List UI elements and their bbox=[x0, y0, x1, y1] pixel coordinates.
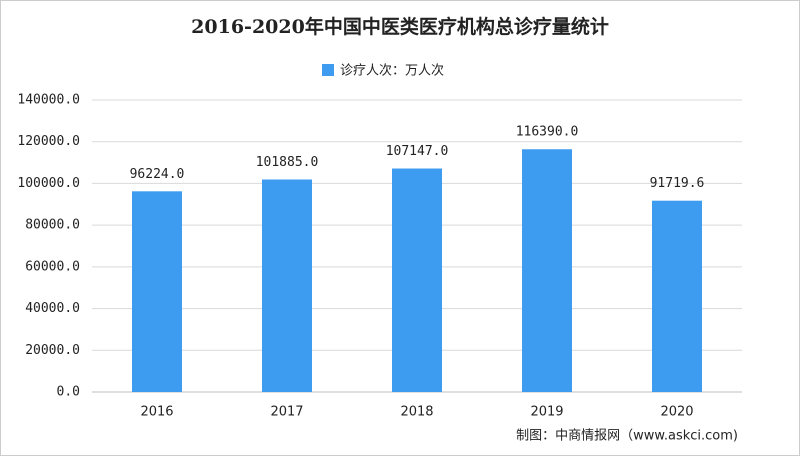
y-tick-label: 60000.0 bbox=[25, 259, 80, 274]
value-label: 107147.0 bbox=[386, 144, 449, 159]
x-tick-label: 2018 bbox=[400, 405, 433, 420]
bar bbox=[262, 179, 312, 392]
bar bbox=[392, 168, 442, 392]
value-label: 116390.0 bbox=[516, 125, 579, 140]
y-tick-label: 100000.0 bbox=[17, 176, 80, 191]
bar bbox=[652, 200, 702, 392]
value-label: 101885.0 bbox=[256, 155, 319, 170]
source: 制图：中商情报网（www.askci.com) bbox=[516, 429, 738, 444]
x-tick-label: 2017 bbox=[270, 405, 303, 420]
legend-label: 诊疗人次：万人次 bbox=[340, 63, 444, 79]
chart-title: 2016-2020年中国中医类医疗机构总诊疗量统计 bbox=[191, 15, 609, 38]
value-label: 91719.6 bbox=[650, 176, 705, 191]
y-tick-label: 0.0 bbox=[57, 385, 80, 400]
y-tick-label: 120000.0 bbox=[17, 134, 80, 149]
y-tick-label: 20000.0 bbox=[25, 343, 80, 358]
bar bbox=[132, 191, 182, 392]
x-tick-label: 2019 bbox=[530, 405, 563, 420]
y-tick-label: 140000.0 bbox=[17, 93, 80, 108]
legend-swatch bbox=[322, 64, 334, 76]
y-tick-label: 80000.0 bbox=[25, 218, 80, 233]
value-label: 96224.0 bbox=[130, 167, 185, 182]
x-tick-label: 2020 bbox=[660, 405, 693, 420]
bar bbox=[522, 149, 572, 392]
y-tick-label: 40000.0 bbox=[25, 301, 80, 316]
x-tick-label: 2016 bbox=[140, 405, 173, 420]
